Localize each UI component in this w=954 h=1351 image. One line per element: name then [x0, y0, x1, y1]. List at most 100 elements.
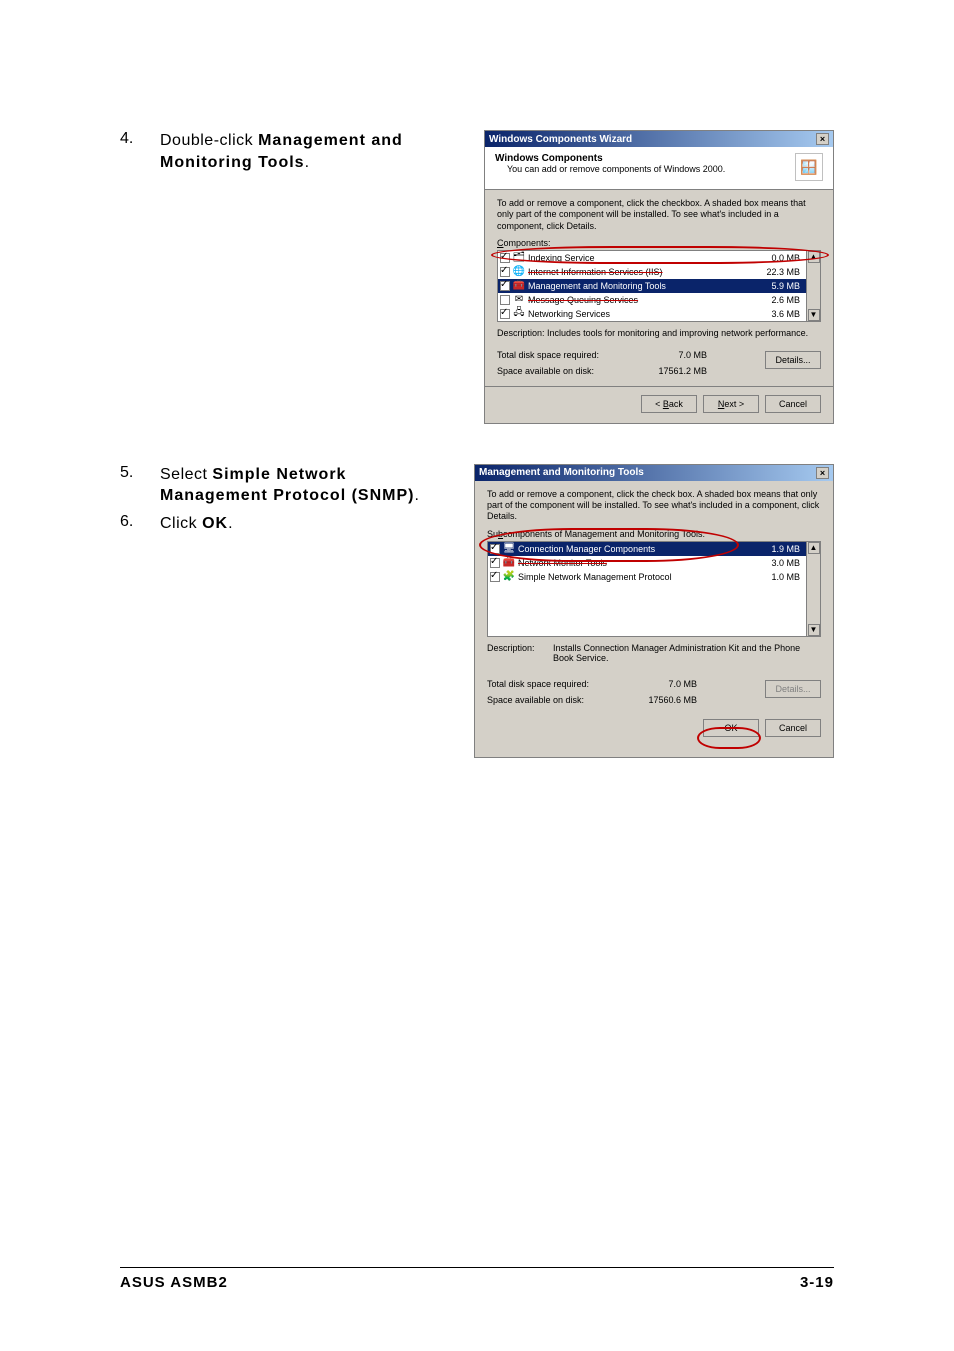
list-item[interactable]: 🖥Connection Manager Components1.9 MB [488, 542, 820, 556]
dialog2-intro: To add or remove a component, click the … [487, 489, 821, 523]
dialog1-titlebar: Windows Components Wizard × [485, 131, 833, 147]
list-item[interactable]: 🗂Indexing Service0.0 MB [498, 251, 820, 265]
checkbox[interactable] [500, 281, 510, 291]
space-available-row: Space available on disk: 17561.2 MB [497, 366, 745, 376]
step-5-after: . [414, 487, 419, 504]
back-button[interactable]: < Back [641, 395, 697, 413]
dialog2-area: Management and Monitoring Tools × To add… [420, 464, 834, 758]
checkbox[interactable] [490, 544, 500, 554]
component-name: Management and Monitoring Tools [528, 281, 758, 291]
checkbox[interactable] [500, 253, 510, 263]
step-6-bold: OK [202, 515, 228, 532]
footer-left: ASUS ASMB2 [120, 1274, 228, 1291]
step-6-before: Click [160, 515, 202, 532]
checkbox[interactable] [490, 572, 500, 582]
component-name: Connection Manager Components [518, 544, 758, 554]
cancel-button[interactable]: Cancel [765, 719, 821, 737]
subcomponents-listbox[interactable]: 🖥Connection Manager Components1.9 MB🧰Net… [487, 541, 821, 637]
component-size: 1.0 MB [758, 572, 804, 582]
checkbox[interactable] [500, 295, 510, 305]
ok-button[interactable]: OK [703, 719, 759, 737]
close-icon[interactable]: × [816, 133, 829, 145]
scrollbar[interactable]: ▲ ▼ [806, 251, 820, 321]
scrollbar[interactable]: ▲ ▼ [806, 542, 820, 636]
req-label: Total disk space required: [497, 350, 637, 360]
checkbox[interactable] [490, 558, 500, 568]
cancel-button[interactable]: Cancel [765, 395, 821, 413]
component-size: 2.6 MB [758, 295, 804, 305]
dialog1-button-row: < Back Next > Cancel [485, 387, 833, 423]
component-size: 3.6 MB [758, 309, 804, 319]
component-icon: 🗂 [513, 252, 525, 264]
close-icon[interactable]: × [816, 467, 829, 479]
avail-val: 17561.2 MB [637, 366, 707, 376]
component-name: Network Monitor Tools [518, 558, 758, 568]
list-item[interactable]: 🧰Management and Monitoring Tools5.9 MB [498, 279, 820, 293]
windows-logo-icon: 🪟 [795, 153, 823, 181]
next-button[interactable]: Next > [703, 395, 759, 413]
req-val: 7.0 MB [637, 350, 707, 360]
list-item[interactable]: 🖧Networking Services3.6 MB [498, 307, 820, 321]
component-icon: 🧩 [503, 571, 515, 583]
dialog1-area: Windows Components Wizard × Windows Comp… [420, 130, 834, 424]
avail-label: Space available on disk: [497, 366, 637, 376]
page-footer: ASUS ASMB2 3-19 [120, 1267, 834, 1291]
space-available-row: Space available on disk: 17560.6 MB [487, 695, 745, 705]
dialog2-button-row: OK Cancel [487, 711, 821, 747]
dialog2-title: Management and Monitoring Tools [479, 467, 644, 478]
step-5-number: 5. [120, 464, 160, 507]
component-name: Simple Network Management Protocol [518, 572, 758, 582]
list-item[interactable]: 🧩Simple Network Management Protocol1.0 M… [488, 570, 820, 584]
dialog1-header-sub: You can add or remove components of Wind… [495, 164, 725, 174]
desc-text: Installs Connection Manager Administrati… [553, 643, 821, 663]
page: 4. Double-click Management and Monitorin… [0, 0, 954, 1351]
step-6-after: . [228, 515, 233, 532]
list-item[interactable]: 🧰Network Monitor Tools3.0 MB [488, 556, 820, 570]
dialog1-header-title: Windows Components [495, 153, 725, 164]
details-button[interactable]: Details... [765, 351, 821, 369]
avail-val: 17560.6 MB [627, 695, 697, 705]
component-size: 22.3 MB [758, 267, 804, 277]
component-icon: 🧰 [513, 280, 525, 292]
component-icon: ✉ [513, 294, 525, 306]
subcomponents-label: Subcomponents of Management and Monitori… [487, 529, 821, 539]
component-size: 1.9 MB [758, 544, 804, 554]
step-4-after: . [305, 154, 310, 171]
step-5-text: Select Simple Network Management Protoco… [160, 464, 420, 507]
checkbox[interactable] [500, 309, 510, 319]
checkbox[interactable] [500, 267, 510, 277]
step-4-text: Double-click Management and Monitoring T… [160, 130, 420, 173]
step-4-row: 4. Double-click Management and Monitorin… [120, 130, 834, 424]
component-icon: 🌐 [513, 266, 525, 278]
space-required-row: Total disk space required: 7.0 MB [487, 679, 745, 689]
dialog1-header: Windows Components You can add or remove… [485, 147, 833, 190]
scroll-up-icon[interactable]: ▲ [808, 251, 820, 263]
dialog2-description: Description: Installs Connection Manager… [487, 643, 821, 663]
scroll-up-icon[interactable]: ▲ [808, 542, 820, 554]
step-5-before: Select [160, 466, 212, 483]
req-val: 7.0 MB [627, 679, 697, 689]
component-name: Message Queuing Services [528, 295, 758, 305]
scroll-down-icon[interactable]: ▼ [808, 309, 820, 321]
component-size: 5.9 MB [758, 281, 804, 291]
windows-components-wizard-dialog: Windows Components Wizard × Windows Comp… [484, 130, 834, 424]
component-size: 3.0 MB [758, 558, 804, 568]
components-label: Components: [497, 238, 821, 248]
space-required-row: Total disk space required: 7.0 MB [497, 350, 745, 360]
component-name: Internet Information Services (IIS) [528, 267, 758, 277]
req-label: Total disk space required: [487, 679, 627, 689]
component-icon: 🖥 [503, 543, 515, 555]
details-button: Details... [765, 680, 821, 698]
components-listbox[interactable]: 🗂Indexing Service0.0 MB🌐Internet Informa… [497, 250, 821, 322]
component-name: Indexing Service [528, 253, 758, 263]
step-4-before: Double-click [160, 132, 258, 149]
avail-label: Space available on disk: [487, 695, 627, 705]
desc-label: Description: [487, 643, 547, 663]
scroll-down-icon[interactable]: ▼ [808, 624, 820, 636]
list-item[interactable]: 🌐Internet Information Services (IIS)22.3… [498, 265, 820, 279]
footer-right: 3-19 [800, 1274, 834, 1291]
step-6-text: Click OK. [160, 513, 420, 535]
dialog1-intro: To add or remove a component, click the … [497, 198, 821, 232]
desc-text: Includes tools for monitoring and improv… [547, 328, 808, 338]
list-item[interactable]: ✉Message Queuing Services2.6 MB [498, 293, 820, 307]
